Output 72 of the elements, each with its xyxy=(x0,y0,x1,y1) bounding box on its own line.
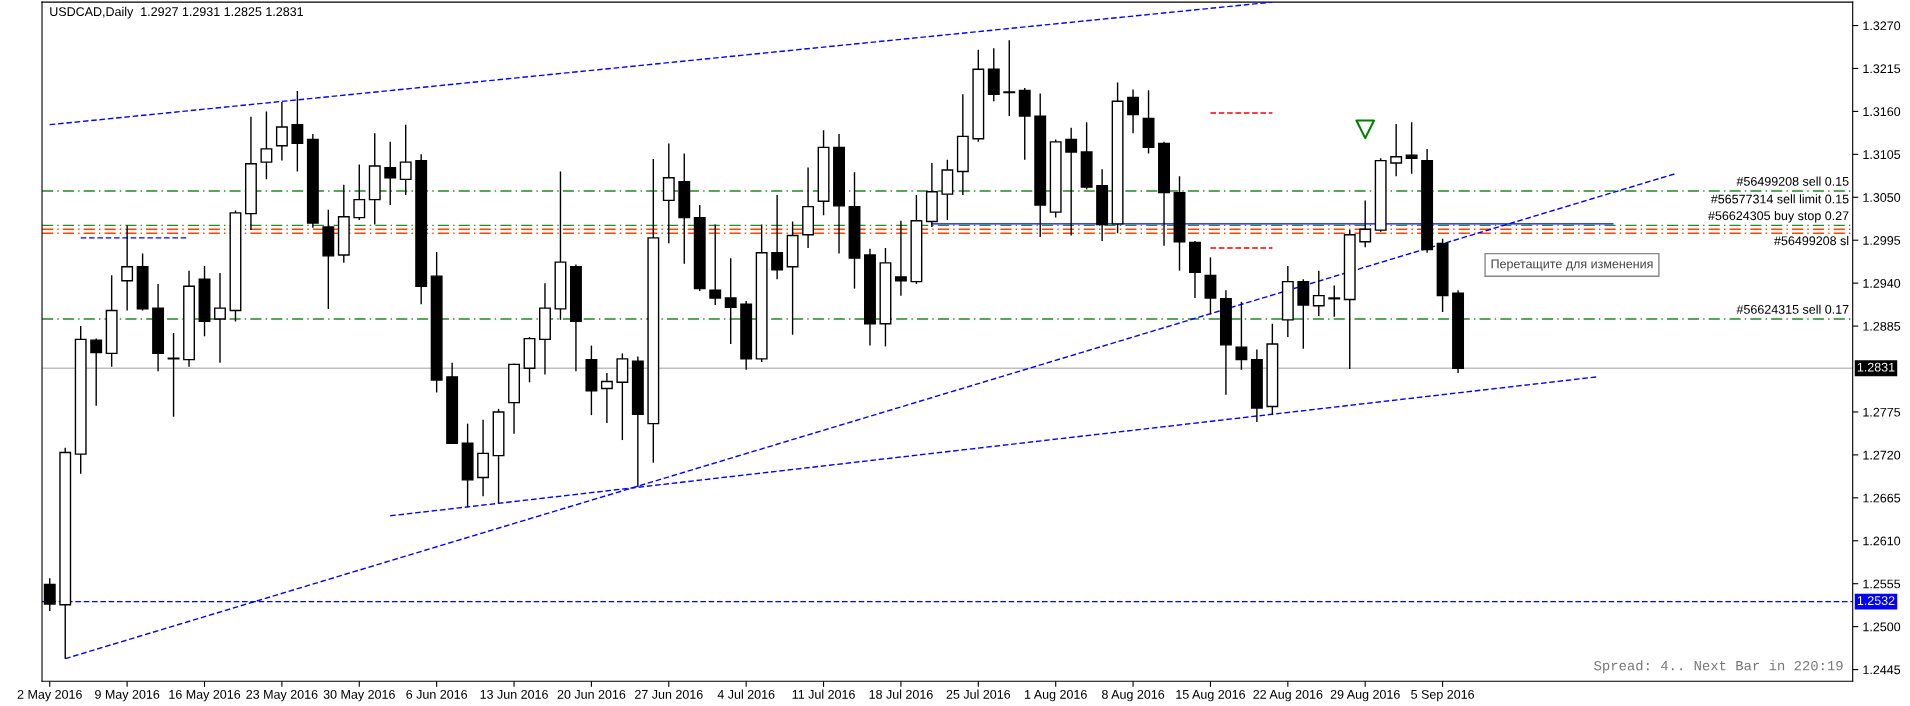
x-tick-label: 1 Aug 2016 xyxy=(1025,689,1087,702)
chart-title: USDCAD,Daily 1.2927 1.2931 1.2825 1.2831 xyxy=(50,6,303,19)
x-tick-label: 27 Jun 2016 xyxy=(635,689,703,699)
candlestick xyxy=(1003,39,1016,117)
y-tick-label: 1.2555 xyxy=(1863,579,1901,589)
candlestick xyxy=(616,352,629,441)
candlestick xyxy=(399,123,412,196)
candlestick xyxy=(1297,278,1310,350)
candlestick xyxy=(662,142,675,245)
x-tick-label: 8 Aug 2016 xyxy=(1101,689,1165,702)
candlestick xyxy=(709,223,722,306)
y-tick-label: 1.3050 xyxy=(1863,193,1901,202)
ref-line-label: #56577314 sell limit 0.15 xyxy=(1710,194,1849,204)
candlestick xyxy=(1390,123,1403,177)
candlestick xyxy=(600,372,613,424)
x-tick-label: 9 May 2016 xyxy=(95,689,160,702)
x-tick-label: 18 Jul 2016 xyxy=(869,689,933,699)
y-tick-label: 1.3105 xyxy=(1863,150,1901,159)
candlestick xyxy=(724,257,737,345)
y-tick-label: 1.3270 xyxy=(1863,21,1901,31)
ref-line-label: #56624315 sell 0.17 xyxy=(1736,304,1849,314)
candlestick xyxy=(1405,121,1418,175)
candlestick xyxy=(384,141,397,206)
x-tick-label: 30 May 2016 xyxy=(323,689,395,702)
x-tick-label: 6 Jun 2016 xyxy=(406,689,468,699)
candlestick xyxy=(1127,88,1140,134)
annotation: Spread: 4.. Next Bar in 220:19 xyxy=(1594,660,1843,674)
candlestick xyxy=(1312,269,1325,317)
x-tick-label: 15 Aug 2016 xyxy=(1176,689,1246,702)
y-tick-label: 1.2720 xyxy=(1863,450,1901,460)
x-tick-label: 16 May 2016 xyxy=(169,689,241,702)
x-tick-label: 22 Aug 2016 xyxy=(1253,689,1323,702)
candlestick xyxy=(894,220,907,297)
candlestick xyxy=(353,163,366,221)
ref-line-label: 1.2831 xyxy=(1857,362,1895,372)
candlestick xyxy=(121,224,134,312)
y-tick-label: 1.3160 xyxy=(1863,107,1901,117)
candlestick xyxy=(1328,284,1341,318)
candlestick xyxy=(1359,199,1372,248)
y-tick-label: 1.2775 xyxy=(1863,407,1901,417)
ref-line-label: #56499208 sl xyxy=(1774,235,1849,246)
candlestick xyxy=(90,337,103,407)
ref-line-label: #56624305 buy stop 0.27 xyxy=(1708,210,1849,223)
x-tick-label: 20 Jun 2016 xyxy=(557,689,626,699)
candlestick xyxy=(1065,127,1078,237)
y-tick-label: 1.2610 xyxy=(1863,536,1901,546)
x-tick-label: 25 Jul 2016 xyxy=(946,689,1011,699)
x-tick-label: 13 Jun 2016 xyxy=(480,689,548,699)
candlestick xyxy=(1204,256,1217,316)
x-tick-label: 4 Jul 2016 xyxy=(717,689,775,699)
candlestick xyxy=(167,332,180,418)
x-tick-label: 23 May 2016 xyxy=(246,689,318,702)
y-tick-label: 1.2445 xyxy=(1863,665,1901,675)
y-tick-label: 1.2995 xyxy=(1863,236,1901,245)
candlestick xyxy=(291,90,304,173)
candlestick xyxy=(214,272,226,364)
x-tick-label: 5 Sep 2016 xyxy=(1411,689,1475,702)
y-tick-label: 1.2885 xyxy=(1863,321,1901,331)
y-tick-label: 1.2940 xyxy=(1863,278,1901,288)
y-tick-label: 1.2500 xyxy=(1863,622,1901,632)
x-tick-label: 2 May 2016 xyxy=(17,689,82,702)
ref-line-label: 1.2532 xyxy=(1857,596,1895,606)
y-tick-label: 1.2665 xyxy=(1863,493,1901,503)
ref-line-label: #56499208 sell 0.15 xyxy=(1736,176,1849,186)
candlestick xyxy=(1235,301,1248,371)
y-tick-label: 1.3215 xyxy=(1863,64,1901,74)
x-tick-label: 29 Aug 2016 xyxy=(1330,689,1400,702)
x-tick-label: 11 Jul 2016 xyxy=(792,689,855,699)
candlestick xyxy=(275,101,288,162)
candlestick xyxy=(771,194,784,280)
candlestick xyxy=(260,110,273,181)
annotation: Перетащите для изменения xyxy=(1491,259,1653,271)
